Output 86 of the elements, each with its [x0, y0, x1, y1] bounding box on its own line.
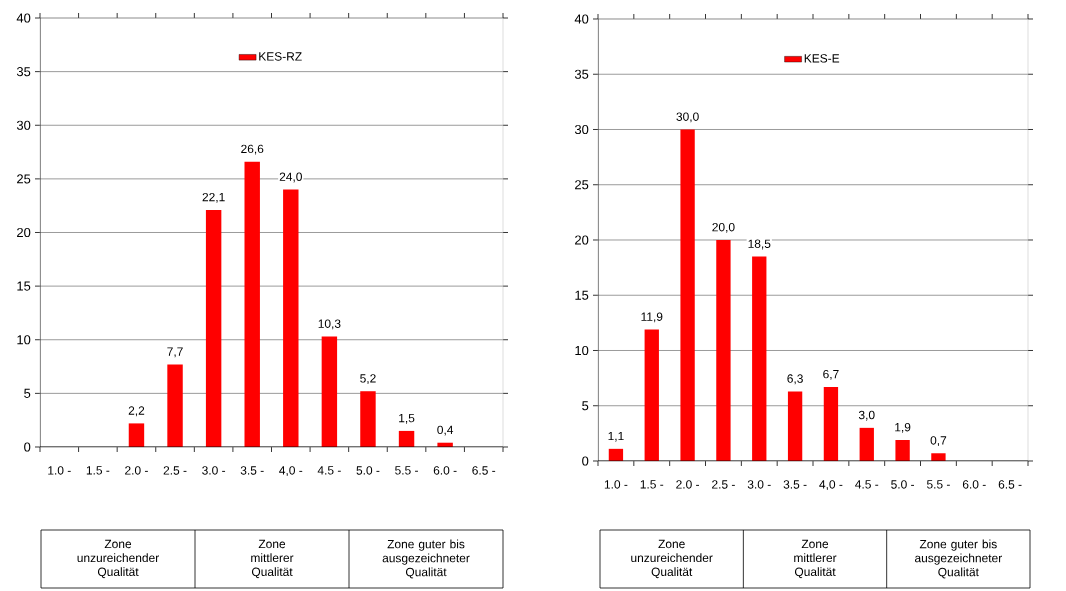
x-tick-label: 5.0 - — [891, 480, 915, 489]
x-tick-label: 2.0 - — [676, 480, 700, 489]
data-label: 5,2 — [360, 374, 376, 385]
y-tick-label: 25 — [575, 180, 589, 190]
bar — [283, 189, 299, 447]
x-tick-label: 1.5 - — [86, 466, 110, 475]
bar — [680, 129, 695, 461]
y-tick-label: 20 — [575, 235, 589, 245]
data-label: 1,9 — [895, 422, 911, 433]
data-label: 0,4 — [437, 425, 454, 436]
x-tick-label: 6.5 - — [472, 466, 496, 475]
legend-label: KES-E — [804, 54, 840, 63]
data-label: 3,0 — [858, 410, 875, 421]
data-label: 1,5 — [399, 413, 415, 424]
x-tick-label: 1.0 - — [48, 466, 71, 475]
bar — [128, 423, 145, 447]
x-tick-label: 5.5 - — [926, 480, 950, 489]
data-label: 18,5 — [748, 239, 771, 250]
data-label: 30,0 — [676, 112, 699, 123]
bar — [321, 336, 338, 447]
bar — [859, 427, 874, 461]
y-tick-label: 10 — [17, 335, 31, 345]
y-tick-label: 5 — [582, 401, 589, 411]
text: Zone mittlerer Qualität — [794, 539, 837, 579]
bar — [716, 240, 731, 461]
legend-label: KES-RZ — [259, 52, 302, 61]
bar — [644, 329, 659, 461]
x-tick-label: 1.5 - — [640, 480, 664, 489]
text: Zone unzureichender Qualität — [631, 539, 713, 579]
data-label: 0,7 — [930, 436, 947, 447]
x-tick-label: 2.0 - — [125, 466, 148, 475]
text: Zone mittlerer Qualität — [251, 539, 294, 579]
y-tick-label: 15 — [17, 281, 31, 291]
y-tick-label: 30 — [16, 120, 31, 130]
data-label: 26,6 — [241, 144, 264, 155]
x-tick-label: 5.0 - — [356, 466, 380, 475]
x-tick-label: 2.5 - — [163, 466, 187, 475]
y-tick-label: 20 — [17, 227, 31, 238]
text: Zone guter bis ausgezeichneter Qualität — [914, 539, 1002, 579]
y-tick-label: 35 — [16, 67, 31, 77]
data-label: 24,0 — [279, 172, 302, 183]
x-tick-label: 6.0 - — [962, 480, 986, 489]
data-label: 6,3 — [787, 374, 803, 385]
y-tick-label: 40 — [574, 14, 589, 24]
x-tick-label: 1.0 - — [604, 480, 628, 489]
x-tick-label: 5.5 - — [395, 466, 418, 475]
x-tick-label: 3.0 - — [202, 466, 226, 475]
y-tick-label: 0 — [582, 456, 589, 466]
x-tick-label: 6.0 - — [433, 466, 457, 475]
x-tick-label: 3.0 - — [747, 480, 771, 489]
y-tick-label: 30 — [574, 124, 589, 135]
bar — [244, 161, 260, 447]
data-label: 2,2 — [128, 406, 145, 417]
data-label: 7,7 — [167, 347, 183, 358]
bar — [205, 209, 222, 447]
x-tick-label: 4,0 - — [279, 466, 303, 477]
x-tick-label: 4.5 - — [855, 480, 879, 489]
y-tick-label: 15 — [575, 290, 589, 300]
data-label: 22,1 — [202, 192, 225, 203]
bar — [895, 440, 910, 461]
text: Zone unzureichender Qualität — [77, 539, 159, 579]
data-label: 20,0 — [712, 222, 735, 233]
bar — [752, 256, 767, 461]
bar — [931, 453, 946, 461]
data-label: 1,1 — [608, 431, 624, 442]
data-label: 10,3 — [318, 319, 341, 330]
data-label: 11,9 — [641, 312, 663, 323]
bar — [360, 391, 376, 447]
y-tick-label: 0 — [24, 442, 31, 452]
x-tick-label: 4.5 - — [317, 466, 341, 475]
bar — [167, 364, 183, 447]
y-tick-label: 10 — [575, 345, 589, 356]
x-tick-label: 3.5 - — [240, 466, 264, 475]
y-tick-label: 25 — [17, 174, 31, 184]
y-tick-label: 35 — [574, 69, 589, 79]
bar — [398, 430, 415, 447]
x-tick-label: 3.5 - — [783, 480, 807, 489]
y-tick-label: 40 — [16, 13, 31, 23]
x-tick-label: 4,0 - — [819, 480, 843, 491]
x-tick-label: 6.5 - — [998, 480, 1022, 489]
y-tick-label: 5 — [24, 388, 31, 398]
x-tick-label: 2.5 - — [712, 480, 735, 489]
bar — [787, 391, 803, 461]
data-label: 6,7 — [823, 369, 839, 380]
text: Zone guter bis ausgezeichneter Qualität — [382, 539, 470, 579]
bar — [823, 386, 839, 461]
